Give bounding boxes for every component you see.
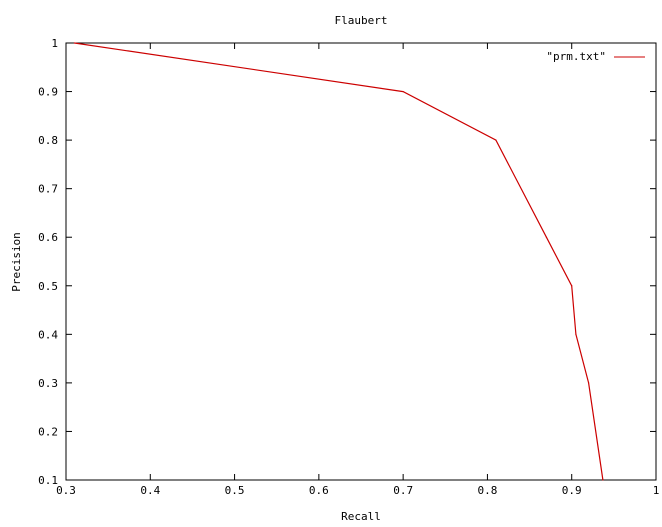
y-tick-label: 0.7 [38,183,58,196]
x-tick-label: 0.6 [309,484,329,497]
x-tick-label: 0.3 [56,484,76,497]
legend-label: "prm.txt" [546,50,606,63]
x-axis-title: Recall [341,510,381,522]
data-point [575,333,577,335]
y-tick-label: 0.9 [38,86,58,99]
x-tick-label: 0.8 [477,484,497,497]
y-tick-label: 0.4 [38,328,58,341]
x-tick-label: 0.7 [393,484,413,497]
data-point [602,479,604,481]
y-tick-label: 0.3 [38,377,58,390]
y-axis-title: Precision [10,232,23,292]
data-point [495,139,497,141]
legend: "prm.txt" [546,50,645,63]
x-tick-label: 0.4 [140,484,160,497]
y-tick-label: 0.6 [38,231,58,244]
y-tick-label: 0.1 [38,474,58,487]
y-axis-ticks: 0.1 0.2 0.3 0.4 0.5 0.6 0.7 0.8 0.9 1 [38,37,656,487]
data-point [545,236,548,238]
x-tick-label: 1 [653,484,660,497]
data-point [571,285,573,287]
data-point [587,382,590,384]
data-point [73,42,76,44]
plot-frame [65,42,657,481]
chart-title: Flaubert [335,14,388,27]
x-tick-label: 0.9 [562,484,582,497]
y-tick-label: 1 [51,37,58,50]
data-point [402,90,404,93]
series-layer [73,42,604,481]
series-line-0 [74,42,604,481]
y-tick-label: 0.5 [38,280,58,293]
y-tick-label: 0.2 [38,425,58,438]
x-axis-ticks: 0.3 0.4 0.5 0.6 0.7 0.8 0.9 1 [56,43,659,497]
x-tick-label: 0.5 [225,484,245,497]
y-tick-label: 0.8 [38,134,58,147]
